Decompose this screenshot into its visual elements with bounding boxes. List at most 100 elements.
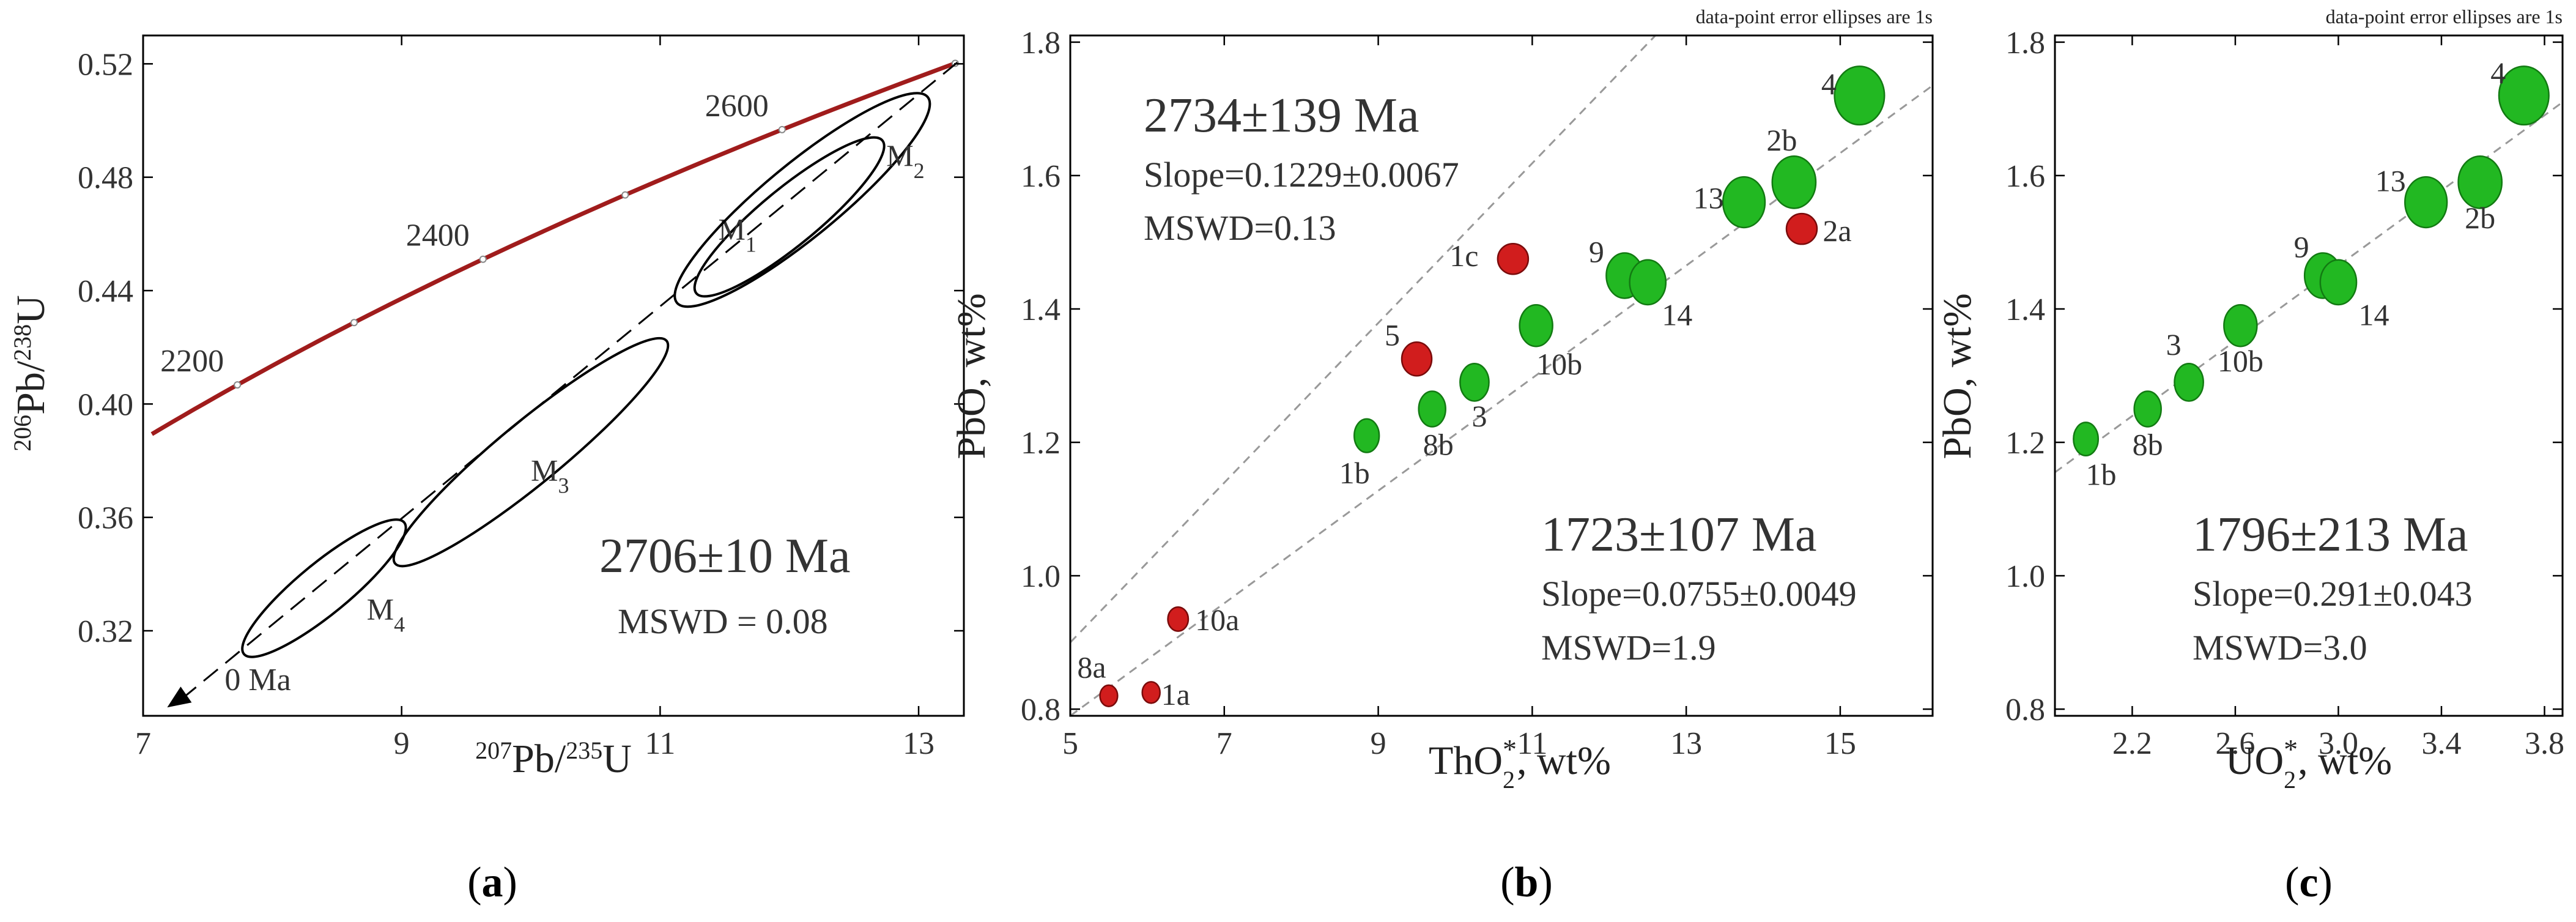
panel-b-y-tick-label: 1.2 (1021, 426, 1060, 461)
data-point-label: 14 (1662, 297, 1692, 332)
regression-line (1070, 35, 1656, 644)
panel-c-y-tick-label: 1.0 (2005, 559, 2045, 594)
panel-a-mswd-annotation: MSWD = 0.08 (618, 601, 828, 641)
panel-c-plot-frame (2054, 34, 2564, 717)
panel-b-y-tick-label: 1.6 (1021, 159, 1060, 194)
data-point (2073, 422, 2100, 457)
panel-c-label: (c) (2285, 859, 2333, 906)
panel-a-x-tick-label: 9 (394, 726, 410, 761)
panel-c-plot-marks: 1b 8b 3 10b 9 14 13 2b 4 (2055, 56, 2563, 492)
data-point-label: 8b (1423, 428, 1454, 462)
concordia-age-marker (621, 191, 629, 199)
panel-a-y-axis-title: 206Pb/238U (9, 295, 54, 452)
panel-c-uo2-plot: 1b 8b 3 10b 9 14 13 2b 4 2.2 2.6 3.0 3.4 3.8 0.8 1.0 1.… (1935, 6, 2564, 906)
data-point-label: 1c (1449, 239, 1478, 273)
panel-c-note: data-point error ellipses are 1s (2326, 6, 2563, 28)
panel-b-plot-frame (1069, 34, 1934, 717)
error-ellipse (673, 92, 931, 308)
concordia-age-marker (350, 319, 358, 327)
data-point (1497, 242, 1530, 275)
panel-c-mswd: MSWD=3.0 (2193, 628, 2367, 667)
data-point (2133, 390, 2162, 428)
data-point (1418, 390, 1446, 428)
panel-a-plot-marks: 2200 2400 2600 0 Ma M1 M2 M3 M4 (150, 59, 959, 708)
panel-b-trend-lines (1070, 35, 1933, 716)
ellipse-label: M1 (718, 212, 756, 257)
panel-b-lower-age: 1723±107 Ma (1541, 508, 1817, 562)
panel-a-y-tick-label: 0.48 (78, 161, 133, 196)
panel-b-x-tick-label: 13 (1670, 726, 1702, 761)
panel-b-y-tick-label: 1.4 (1021, 292, 1060, 327)
data-point-label: 2a (1823, 214, 1851, 248)
panel-c-x-tick-label: 2.6 (2215, 726, 2255, 761)
data-point-label: 9 (1589, 234, 1604, 269)
data-point-label: 2b (2465, 201, 2495, 235)
concordia-age-label: 2200 (160, 344, 224, 379)
data-point (1519, 303, 1553, 348)
data-point (1771, 155, 1817, 209)
data-point (1834, 65, 1886, 126)
concordia-age-label: 2400 (406, 218, 470, 253)
data-point-label: 1a (1161, 677, 1190, 712)
panel-c-x-tick-label: 3.0 (2319, 726, 2358, 761)
concordia-age-marker (234, 381, 242, 389)
data-point (1353, 418, 1380, 453)
panel-b-x-tick-label: 11 (1517, 726, 1547, 761)
panel-b-y-tick-label: 1.0 (1021, 559, 1060, 594)
panel-b-y-tick-label: 0.8 (1021, 693, 1060, 727)
panel-b-upper-mswd: MSWD=0.13 (1144, 208, 1336, 248)
data-point (1167, 606, 1190, 632)
panel-b-x-tick-label: 5 (1062, 726, 1078, 761)
panel-b-upper-age: 2734±139 Ma (1144, 89, 1419, 143)
error-ellipse (241, 518, 407, 658)
panel-b-x-axis-title: ThO2*, wt% (1429, 734, 1611, 794)
panel-b-y-axis-title: PbO, wt% (949, 293, 994, 459)
panel-b-note: data-point error ellipses are 1s (1696, 6, 1933, 28)
data-point (2404, 176, 2448, 229)
panel-a-x-axis-title: 207Pb/235U (475, 737, 632, 782)
data-point-label: 13 (1693, 181, 1724, 215)
data-point (1459, 363, 1490, 402)
panel-b-label: (b) (1500, 859, 1553, 906)
panel-a-x-tick-label: 11 (645, 726, 675, 761)
data-point-label: 13 (2375, 164, 2406, 198)
panel-c-y-axis-title: PbO, wt% (1935, 293, 1980, 459)
ellipse-label: M3 (531, 453, 569, 497)
panel-a-concordia-diagram: 2200 2400 2600 0 Ma M1 M2 M3 M4 7 9 11 13 0.32 0.36 0… (9, 34, 965, 906)
panel-a-plot-frame (142, 34, 965, 717)
data-point-label: 2b (1766, 123, 1797, 157)
panel-a-x-tick-label: 13 (903, 726, 935, 761)
data-point (2457, 155, 2503, 209)
data-point (1401, 341, 1433, 377)
data-point (2223, 303, 2258, 348)
data-point-label: 1b (2086, 458, 2117, 492)
panel-c-x-tick-label: 2.2 (2112, 726, 2152, 761)
discordia-line (181, 61, 958, 700)
panel-b-upper-slope: Slope=0.1229±0.0067 (1144, 155, 1459, 195)
data-point (1099, 684, 1119, 707)
panel-b-x-tick-label: 15 (1824, 726, 1856, 761)
panel-c-x-tick-label: 3.4 (2421, 726, 2461, 761)
data-point-label: 10a (1195, 603, 1239, 637)
panel-c-y-tick-label: 1.8 (2005, 26, 2045, 61)
concordia-curve (150, 61, 957, 436)
panel-c-y-tick-label: 1.2 (2005, 426, 2045, 461)
panel-c-age: 1796±213 Ma (2193, 508, 2468, 562)
data-point (1722, 176, 1766, 229)
panel-b-plot-marks: 1b 8b 3 10b 9 14 13 2b 4 8a 1a 10a 5 1c 2a (1070, 35, 1933, 716)
data-point (2174, 363, 2204, 402)
panel-a-x-tick-label: 7 (135, 726, 151, 761)
panel-b-x-tick-label: 9 (1371, 726, 1386, 761)
panel-a-ticks: 7 9 11 13 0.32 0.36 0.40 0.44 0.48 0.52 (78, 35, 964, 761)
regression-line (1070, 84, 1933, 716)
panel-b-ticks: 5 7 9 11 13 15 0.8 1.0 1.2 1.4 1.6 1.8 (1021, 26, 1933, 761)
data-point (2319, 259, 2358, 306)
panel-c-x-axis-title: UO2*, wt% (2226, 734, 2392, 794)
data-point-label: 8a (1077, 650, 1106, 684)
panel-a-y-tick-label: 0.32 (78, 614, 133, 649)
panel-a-y-tick-label: 0.44 (78, 274, 133, 309)
data-point-label: 10b (2218, 344, 2263, 378)
panel-b-lower-slope: Slope=0.0755±0.0049 (1541, 574, 1857, 614)
data-point-label: 4 (2490, 56, 2506, 90)
